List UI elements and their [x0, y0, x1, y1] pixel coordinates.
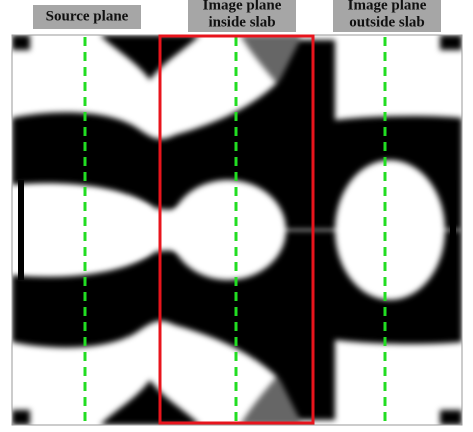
page: Source plane Image plane inside slab Ima… [0, 0, 473, 432]
inside-label: inside slab [208, 14, 275, 30]
field-map [12, 35, 462, 425]
white-lobe [335, 160, 445, 300]
outside-label: outside slab [349, 14, 424, 30]
white-lobe [170, 180, 286, 280]
edge-stripe [450, 180, 456, 280]
inside-label: Image plane [203, 0, 282, 13]
outside-label: Image plane [348, 0, 427, 13]
edge-stripe [18, 180, 24, 280]
source-label: Source plane [46, 8, 129, 24]
white-lobe [12, 189, 150, 272]
figure: Source plane Image plane inside slab Ima… [0, 0, 473, 432]
